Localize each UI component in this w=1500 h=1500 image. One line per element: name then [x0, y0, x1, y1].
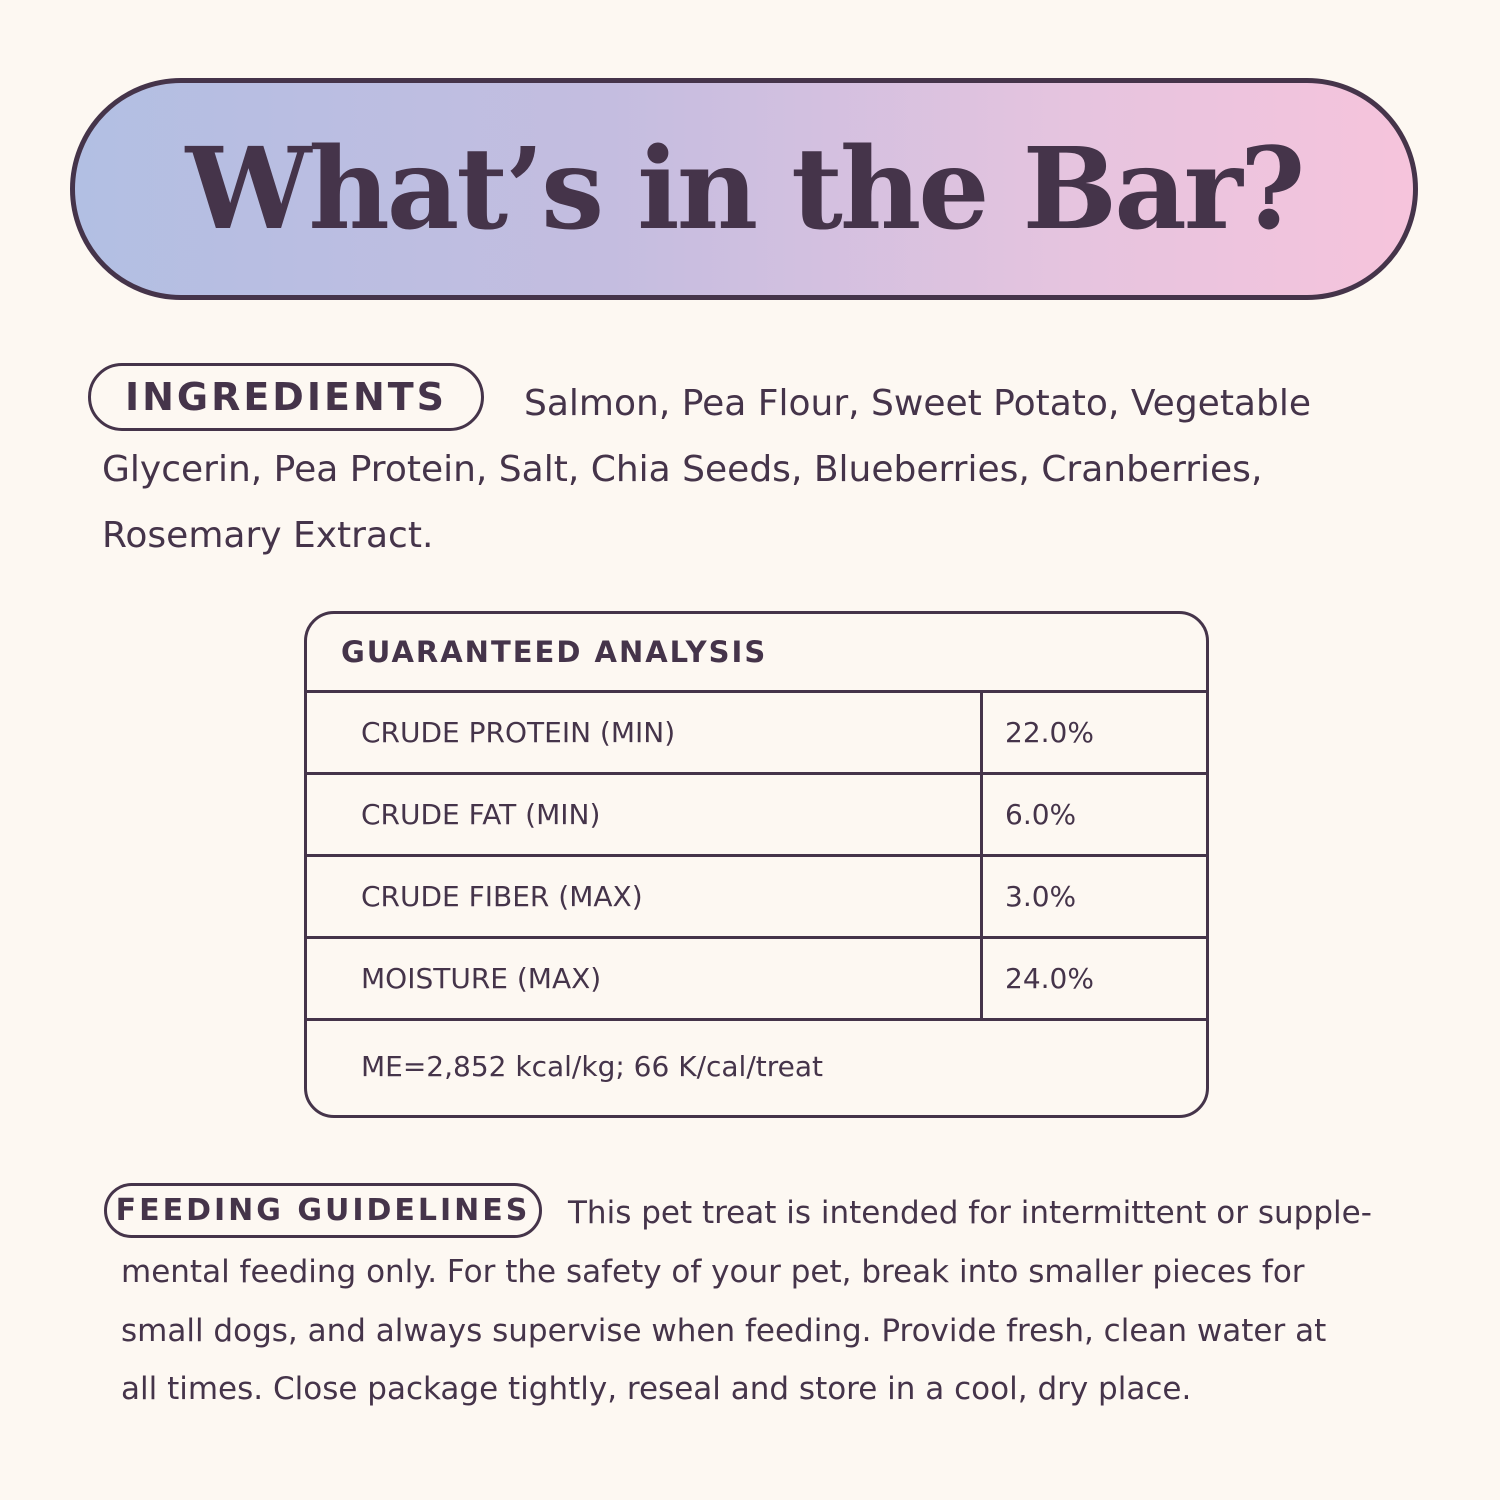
table-row: CRUDE PROTEIN (MIN) 22.0%: [307, 693, 1206, 775]
nutrient-label: CRUDE PROTEIN (MIN): [307, 693, 983, 772]
feeding-text-line: all times. Close package tightly, reseal…: [121, 1371, 1192, 1407]
ingredients-text-line: Rosemary Extract.: [102, 515, 434, 556]
nutrient-value: 22.0%: [1005, 716, 1094, 749]
table-row: CRUDE FIBER (MAX) 3.0%: [307, 857, 1206, 939]
nutrient-label: CRUDE FIBER (MAX): [307, 857, 983, 936]
guaranteed-analysis-table: GUARANTEED ANALYSIS CRUDE PROTEIN (MIN) 2…: [304, 611, 1209, 1118]
nutrient-value: 3.0%: [1005, 880, 1077, 913]
ingredients-badge: INGREDIENTS: [88, 363, 484, 431]
table-row: MOISTURE (MAX) 24.0%: [307, 939, 1206, 1021]
nutrient-label: CRUDE FAT (MIN): [307, 775, 983, 854]
ingredients-text-line: Salmon, Pea Flour, Sweet Potato, Vegetab…: [524, 383, 1311, 424]
energy-footer: ME=2,852 kcal/kg; 66 K/cal/treat: [361, 1049, 823, 1083]
title-banner: What’s in the Bar?: [70, 78, 1418, 300]
feeding-text-line: mental feeding only. For the safety of y…: [121, 1254, 1305, 1290]
feeding-guidelines-badge: FEEDING GUIDELINES: [104, 1183, 542, 1238]
table-row: CRUDE FAT (MIN) 6.0%: [307, 775, 1206, 857]
feeding-text-line: small dogs, and always supervise when fe…: [121, 1313, 1327, 1349]
analysis-heading: GUARANTEED ANALYSIS: [307, 614, 1206, 693]
nutrient-label: MOISTURE (MAX): [307, 939, 983, 1018]
ingredients-text-line: Glycerin, Pea Protein, Salt, Chia Seeds,…: [102, 449, 1263, 490]
nutrient-value: 6.0%: [1005, 798, 1077, 831]
feeding-text-line: This pet treat is intended for intermitt…: [568, 1195, 1372, 1231]
page-title: What’s in the Bar?: [185, 123, 1306, 255]
nutrient-value: 24.0%: [1005, 962, 1094, 995]
